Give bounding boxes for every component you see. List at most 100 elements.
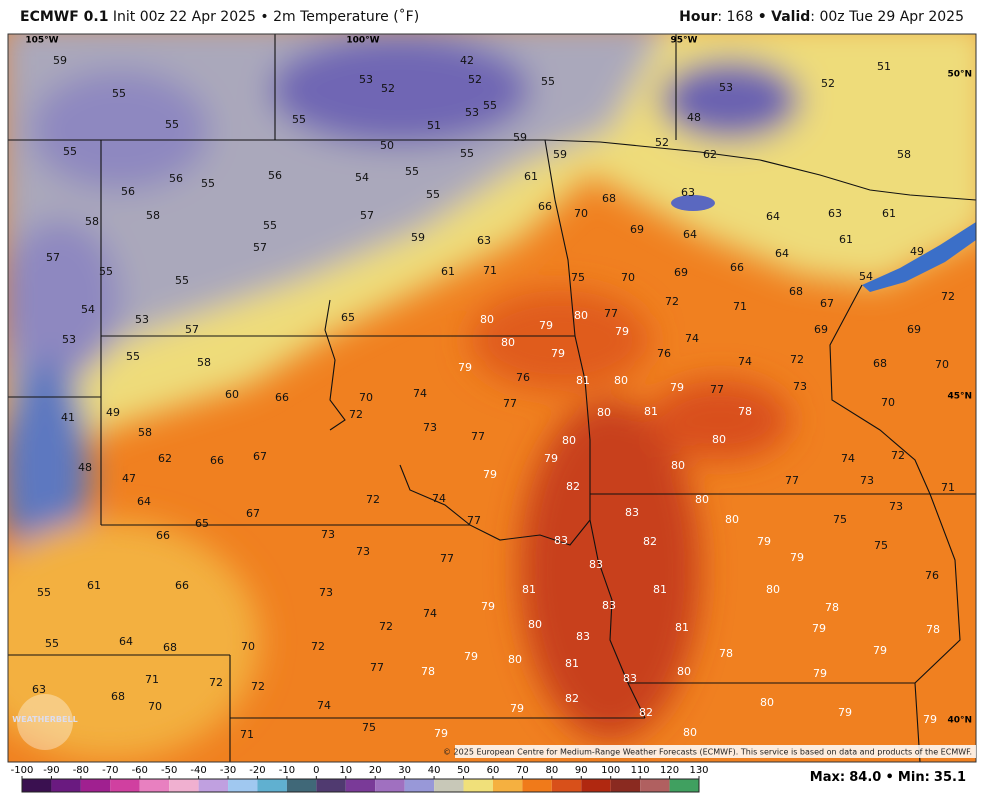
temperature-label: 57: [46, 251, 60, 264]
temperature-label: 72: [349, 408, 363, 421]
colorbar-segment: [198, 779, 229, 792]
temperature-label: 56: [121, 185, 135, 198]
colorbar-tick-label: 40: [428, 765, 441, 776]
temperature-label: 76: [925, 569, 939, 582]
colorbar-segment: [463, 779, 493, 792]
colorbar-tick-label: 20: [369, 765, 382, 776]
temperature-label: 53: [359, 73, 373, 86]
temperature-label: 70: [574, 207, 588, 220]
temperature-label: 78: [719, 647, 733, 660]
colorbar-tick-label: -20: [249, 765, 265, 776]
bullet: •: [757, 9, 767, 25]
temperature-label: 81: [653, 583, 667, 596]
temperature-label: 80: [671, 459, 685, 472]
temperature-label: 79: [481, 600, 495, 613]
temperature-label: 59: [553, 148, 567, 161]
temperature-label: 78: [421, 665, 435, 678]
colorbar-tick-label: 100: [601, 765, 620, 776]
temperature-label: 79: [790, 551, 804, 564]
temperature-label: 79: [510, 702, 524, 715]
temperature-label: 79: [757, 535, 771, 548]
temperature-label: 73: [319, 586, 333, 599]
temperature-label: 54: [859, 270, 873, 283]
min: 35.1: [933, 770, 966, 785]
temperature-label: 41: [61, 411, 75, 424]
colorbar-segment: [375, 779, 405, 792]
colorbar-segment: [669, 779, 699, 792]
temperature-label: 82: [566, 480, 580, 493]
temperature-label: 83: [602, 599, 616, 612]
temperature-label: 83: [589, 558, 603, 571]
temperature-label: 47: [122, 472, 136, 485]
temperature-label: 75: [571, 271, 585, 284]
temperature-label: 67: [253, 450, 267, 463]
temperature-label: 69: [814, 323, 828, 336]
temperature-label: 80: [480, 313, 494, 326]
map-frame: [7, 33, 977, 763]
lat-label: 45°N: [947, 392, 972, 402]
valid: 00z Tue 29 Apr 2025: [819, 9, 964, 25]
temperature-label: 55: [405, 165, 419, 178]
temperature-label: 58: [197, 356, 211, 369]
temperature-label: 79: [838, 706, 852, 719]
temperature-label: 68: [873, 357, 887, 370]
temperature-label: 62: [703, 148, 717, 161]
temperature-label: 72: [209, 676, 223, 689]
temperature-label: 73: [860, 474, 874, 487]
temperature-label: 80: [712, 433, 726, 446]
footer: Max: 84.0 • Min: 35.1: [810, 770, 966, 785]
temperature-label: 79: [812, 622, 826, 635]
temperature-label: 59: [513, 131, 527, 144]
temperature-label: 83: [576, 630, 590, 643]
temperature-label: 69: [674, 266, 688, 279]
temperature-label: 53: [719, 81, 733, 94]
copyright: © 2025 European Centre for Medium-Range …: [443, 748, 972, 757]
temperature-label: 61: [882, 207, 896, 220]
temperature-label: 55: [126, 350, 140, 363]
header-right: Hour: 168 • Valid: 00z Tue 29 Apr 2025: [679, 9, 964, 25]
colorbar-tick-label: 130: [689, 765, 708, 776]
colorbar-segment: [610, 779, 641, 792]
colorbar-tick-label: 90: [575, 765, 588, 776]
temperature-label: 55: [37, 586, 51, 599]
colorbar-segment: [286, 779, 317, 792]
colorbar-segment: [110, 779, 140, 792]
temperature-label: 79: [873, 644, 887, 657]
temperature-label: 76: [516, 371, 530, 384]
temperature-label: 78: [738, 405, 752, 418]
temperature-label: 64: [683, 228, 697, 241]
temperature-label: 64: [119, 635, 133, 648]
temperature-label: 58: [138, 426, 152, 439]
temperature-label: 42: [460, 54, 474, 67]
temperature-label: 63: [828, 207, 842, 220]
temperature-label: 57: [253, 241, 267, 254]
temperature-label: 77: [503, 397, 517, 410]
logo: WEATHERBELL: [12, 715, 77, 724]
temperature-label: 58: [146, 209, 160, 222]
temperature-label: 55: [483, 99, 497, 112]
temperature-label: 69: [630, 223, 644, 236]
temperature-label: 80: [683, 726, 697, 739]
temperature-label: 59: [53, 54, 67, 67]
temperature-label: 63: [477, 234, 491, 247]
temperature-label: 70: [935, 358, 949, 371]
colorbar-segment: [581, 779, 611, 792]
temperature-label: 55: [292, 113, 306, 126]
temperature-label: 77: [440, 552, 454, 565]
temperature-label: 65: [195, 517, 209, 530]
temperature-label: 57: [185, 323, 199, 336]
temperature-label: 52: [381, 82, 395, 95]
temperature-label: 77: [604, 307, 618, 320]
colorbar-tick-label: -40: [190, 765, 206, 776]
temperature-label: 55: [45, 637, 59, 650]
temperature-label: 79: [434, 727, 448, 740]
temperature-label: 52: [468, 73, 482, 86]
temperature-label: 66: [175, 579, 189, 592]
temperature-label: 55: [63, 145, 77, 158]
colorbar-segment: [169, 779, 199, 792]
colorbar-tick-label: -70: [102, 765, 118, 776]
temperature-label: 83: [554, 534, 568, 547]
colorbar-segment: [522, 779, 552, 792]
temperature-label: 79: [813, 667, 827, 680]
